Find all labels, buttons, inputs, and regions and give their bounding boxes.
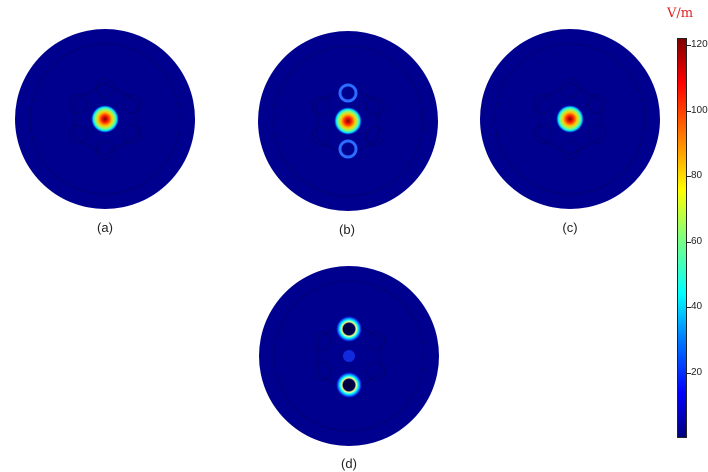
fiber-field-map-c <box>480 29 660 209</box>
fiber-field-map-d <box>259 266 439 446</box>
fiber-field-map-b <box>258 31 438 211</box>
field-hotspot <box>334 107 362 135</box>
fiber-field-map-a <box>15 29 195 209</box>
side-hole-glow <box>338 83 358 103</box>
colorbar-tick-mark <box>687 242 691 243</box>
caption-c: (c) <box>562 220 578 235</box>
caption-a: (a) <box>97 220 113 235</box>
colorbar-tick-mark <box>687 45 691 46</box>
colorbar-tick-label: 20 <box>691 367 703 378</box>
caption-b: (b) <box>339 222 355 237</box>
colorbar-tick-label: 100 <box>691 105 708 116</box>
panel-d <box>258 265 440 447</box>
caption-d: (d) <box>341 456 357 471</box>
colorbar-tick-mark <box>687 176 691 177</box>
colorbar-tick-label: 120 <box>691 39 708 50</box>
field-lobe <box>336 316 362 342</box>
side-hole-glow <box>338 139 358 159</box>
field-lobe <box>336 372 362 398</box>
colorbar <box>677 38 687 438</box>
colorbar-tick-label: 40 <box>691 301 703 312</box>
colorbar-unit: V/m <box>667 6 694 21</box>
colorbar-tick-label: 60 <box>691 236 703 247</box>
colorbar-tick-mark <box>687 111 691 112</box>
colorbar-tick-label: 80 <box>691 170 703 181</box>
field-hotspot <box>556 105 584 133</box>
panel-a <box>14 28 196 210</box>
panel-b <box>257 30 439 212</box>
field-hotspot <box>91 105 119 133</box>
colorbar-tick-mark <box>687 307 691 308</box>
colorbar-tick-mark <box>687 373 691 374</box>
panel-c <box>479 28 661 210</box>
